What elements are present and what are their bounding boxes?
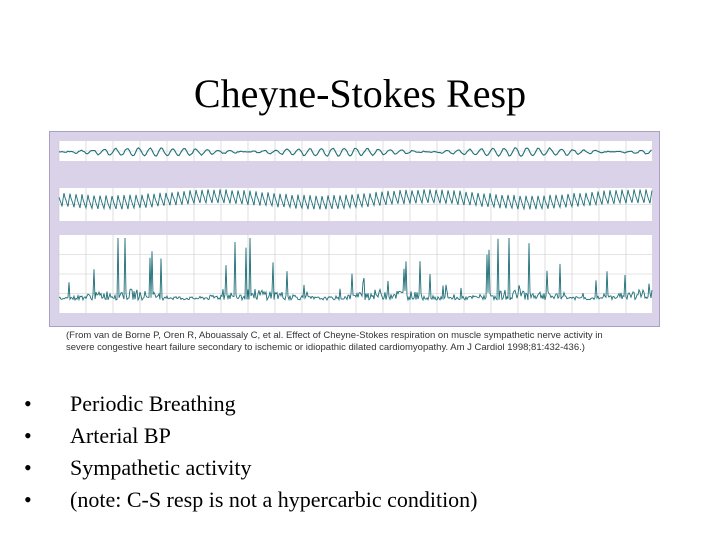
polygraph-traces (58, 141, 653, 313)
bullet-text: (note: C-S resp is not a hypercarbic con… (70, 487, 478, 512)
bullet-dot: • (24, 423, 32, 448)
bullet-item: • (note: C-S resp is not a hypercarbic co… (24, 484, 704, 516)
recording-figure (49, 131, 660, 327)
respiration-trace (58, 146, 652, 158)
figure-caption: (From van de Borne P, Oren R, Abouassaly… (66, 330, 666, 354)
caption-line-2: severe congestive heart failure secondar… (66, 342, 585, 353)
bullet-text: Periodic Breathing (70, 391, 236, 416)
bullet-text: Arterial BP (70, 423, 171, 448)
bullet-list: • Periodic Breathing • Arterial BP • Sympat… (24, 388, 704, 516)
bullet-item: • Arterial BP (24, 420, 704, 452)
caption-line-1: (From van de Borne P, Oren R, Abouassaly… (66, 330, 603, 341)
bullet-dot: • (24, 455, 32, 480)
bullet-text: Sympathetic activity (70, 455, 252, 480)
bullet-item: • Periodic Breathing (24, 388, 704, 420)
bullet-dot: • (24, 391, 32, 416)
arterial-bp-trace (58, 189, 653, 211)
slide-title: Cheyne-Stokes Resp (193, 71, 527, 116)
bullet-item: • Sympathetic activity (24, 452, 704, 484)
sympathetic-activity-trace (58, 237, 653, 302)
bullet-dot: • (24, 487, 32, 512)
